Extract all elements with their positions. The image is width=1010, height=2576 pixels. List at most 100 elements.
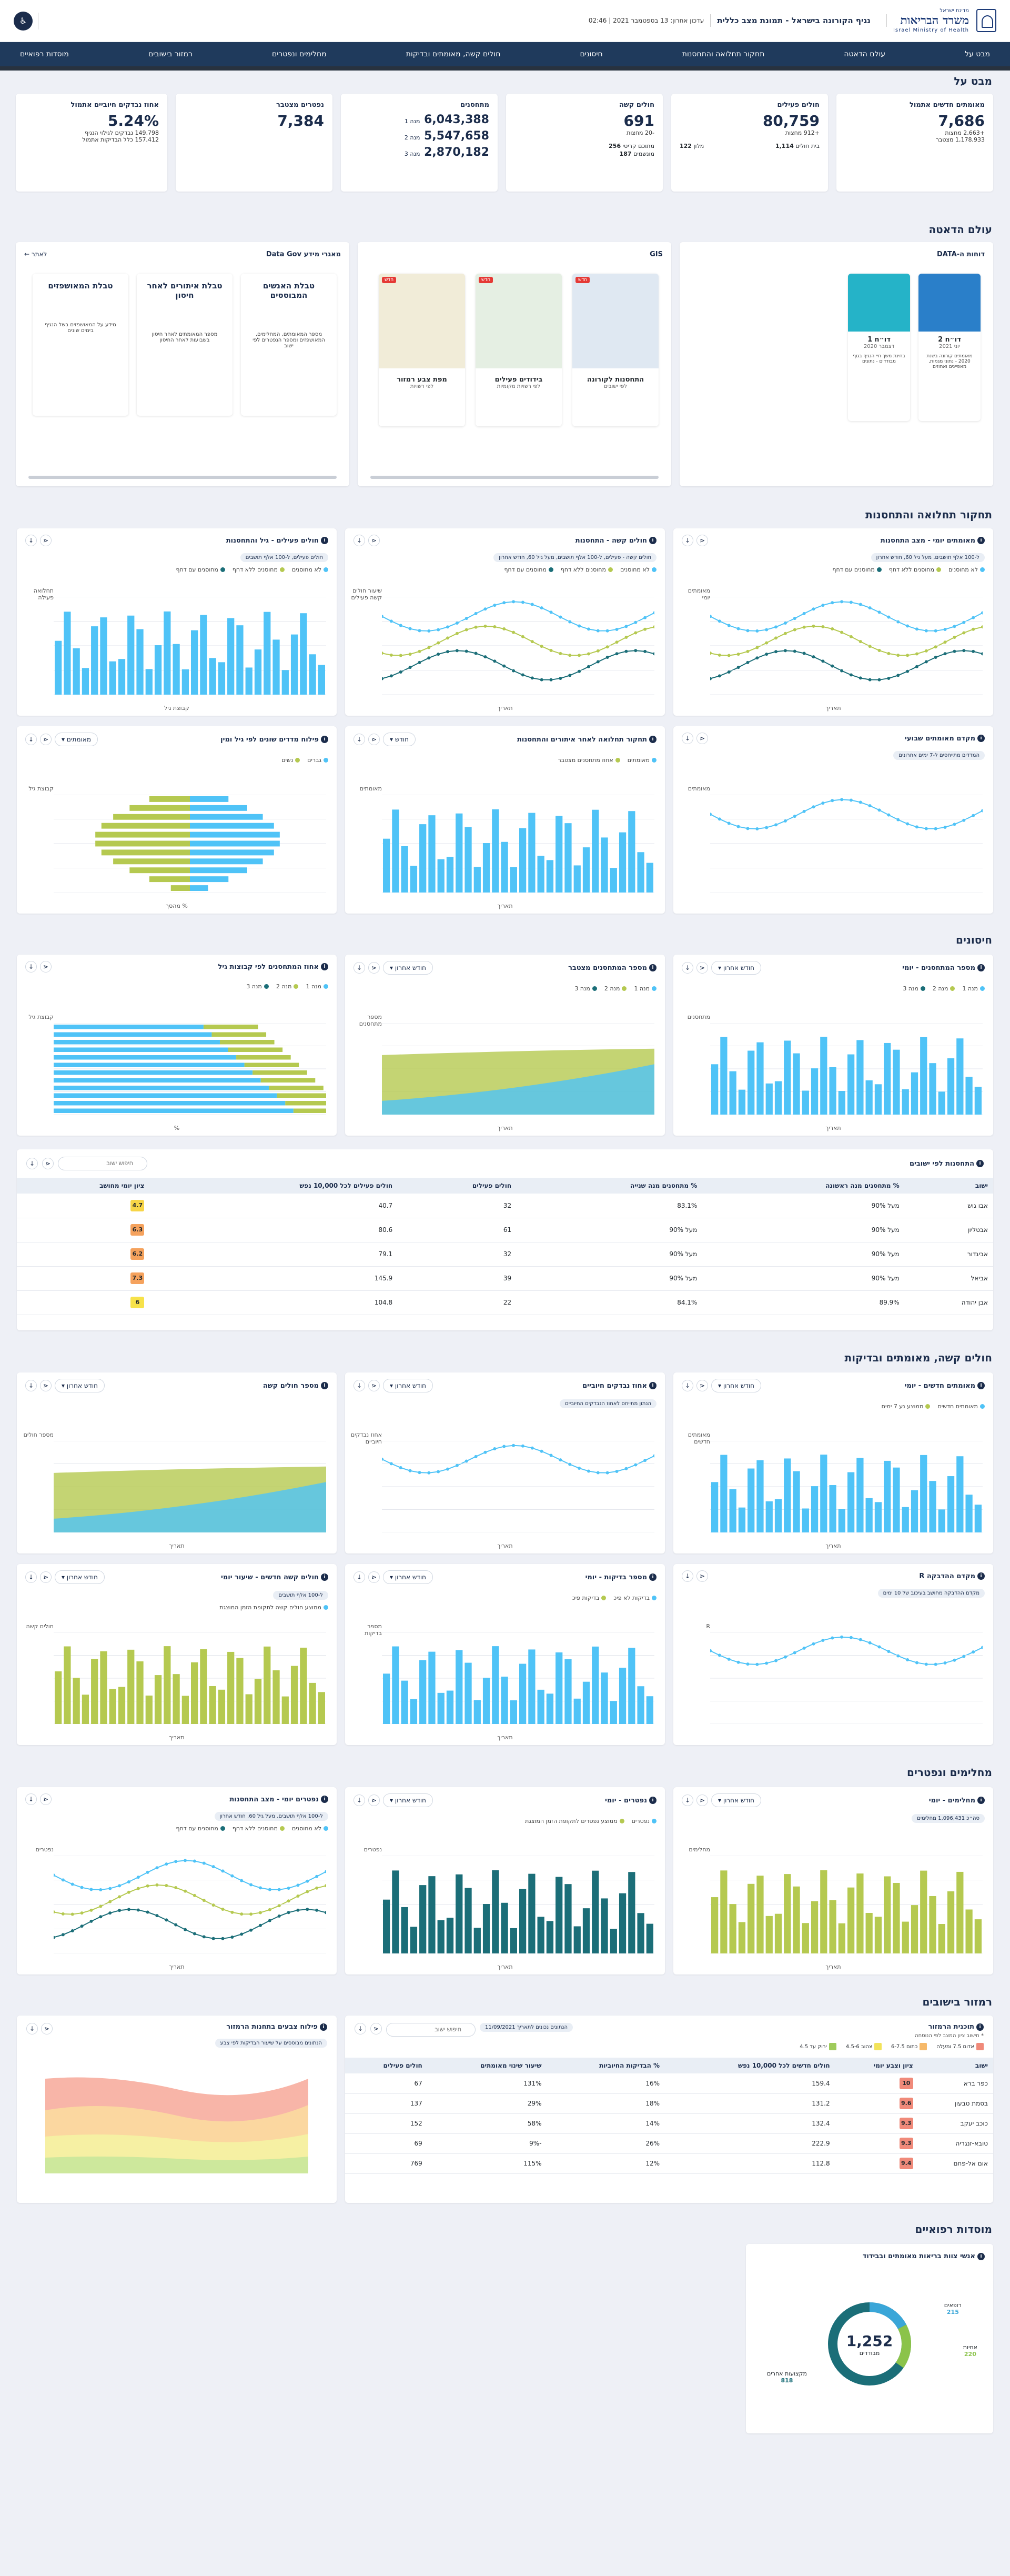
legend-item[interactable]: נפטרים [632, 1818, 656, 1825]
nav-morbidity[interactable]: תחקור תחלואה והתחסנות [682, 50, 765, 58]
download-icon[interactable]: ↓ [26, 2023, 38, 2034]
share-icon[interactable]: ⋖ [696, 535, 708, 546]
download-icon[interactable]: ↓ [25, 961, 37, 973]
share-icon[interactable]: ⋖ [696, 1570, 708, 1582]
table-row[interactable]: כפר ברא 10 159.4 16% 131% 67 [345, 2073, 993, 2094]
col-header[interactable]: ישוב [904, 1178, 993, 1194]
share-icon[interactable]: ⋖ [368, 535, 380, 546]
col-header[interactable]: חולים פעילים [345, 2058, 428, 2073]
kpi-vaccinated[interactable]: מתחסנים 6,043,388 מנה 1 5,547,658 מנה 2 … [341, 94, 498, 192]
gov-dataset-card[interactable]: טבלת המאושפזים מידע על המאושפזים בשל הנג… [33, 274, 128, 416]
table-row[interactable]: אבן יהודה 89.9% 84.1% 22 104.8 6 [17, 1290, 993, 1315]
legend-item[interactable]: מנה 3 [246, 983, 269, 990]
legend-item[interactable]: מחוסנים ללא דחף [233, 566, 285, 573]
share-icon[interactable]: ⋖ [40, 535, 52, 546]
ministry-brand[interactable]: מדינת ישראל משרד הבריאות Israel Ministry… [893, 8, 996, 33]
legend-item[interactable]: מנה 3 [574, 985, 597, 992]
info-icon[interactable]: i [977, 1382, 985, 1389]
info-icon[interactable]: i [649, 537, 656, 544]
download-icon[interactable]: ↓ [355, 2023, 366, 2034]
legend-item[interactable]: מחוסנים עם דחף [176, 1825, 225, 1832]
kpi-active[interactable]: חולים פעילים 80,759 +912 מחצות בית חולים… [671, 94, 828, 192]
period-dropdown[interactable]: חודש אחרון ▾ [383, 1570, 433, 1584]
period-dropdown[interactable]: מאומתים ▾ [55, 733, 98, 746]
legend-item[interactable]: מנה 1 [962, 985, 985, 992]
legend-item[interactable]: מנה 1 [306, 983, 328, 990]
nav-recovered[interactable]: מחלימים ונפטרים [271, 50, 327, 58]
legend-item[interactable]: גברים [307, 757, 328, 764]
table-row[interactable]: אבו גוש מעל 90% 83.1% 32 40.7 4.7 [17, 1194, 993, 1218]
share-icon[interactable]: ⋖ [42, 1158, 54, 1169]
gov-dataset-card[interactable]: טבלת האנשים המבוססים מספר המאומתים, המחל… [241, 274, 337, 416]
legend-item[interactable]: מנה 2 [933, 985, 955, 992]
nav-overview[interactable]: מבט על [965, 50, 990, 58]
info-icon[interactable]: i [321, 1796, 328, 1803]
download-icon[interactable]: ↓ [25, 734, 37, 745]
gis-map-card[interactable]: חדש בידודים פעילים לפי רשויות מקומיות [476, 274, 562, 426]
legend-item[interactable]: אחוז מתחסנים מצטבר [558, 757, 620, 764]
carousel-scrollbar[interactable] [28, 476, 337, 479]
info-icon[interactable]: i [649, 1573, 656, 1581]
download-icon[interactable]: ↓ [26, 1158, 38, 1169]
period-dropdown[interactable]: חודש ▾ [383, 733, 416, 746]
traffic-search-input[interactable] [386, 2023, 476, 2037]
share-icon[interactable]: ⋖ [368, 962, 380, 974]
share-icon[interactable]: ⋖ [696, 1795, 708, 1806]
nav-medical[interactable]: מוסדות רפואיים [20, 50, 69, 58]
legend-item[interactable]: מנה 3 [903, 985, 925, 992]
legend-item[interactable]: מחוסנים ללא דחף [561, 566, 613, 573]
legend-item[interactable]: לא מחוסנים [292, 1825, 328, 1832]
share-icon[interactable]: ⋖ [696, 962, 708, 974]
legend-item[interactable]: ממוצע חולים קשה לתקופת הזמן המוצגת [219, 1604, 328, 1611]
info-icon[interactable]: i [977, 1797, 985, 1804]
share-icon[interactable]: ⋖ [696, 733, 708, 744]
info-icon[interactable]: i [977, 2252, 985, 2260]
period-dropdown[interactable]: חודש אחרון ▾ [55, 1379, 105, 1392]
legend-item[interactable]: לא מחוסנים [948, 566, 985, 573]
legend-item[interactable]: ממוצע נע 7 ימים [882, 1403, 931, 1410]
share-icon[interactable]: ⋖ [40, 1571, 52, 1583]
city-search-input[interactable] [58, 1157, 147, 1170]
download-icon[interactable]: ↓ [354, 535, 365, 546]
info-icon[interactable]: i [321, 736, 328, 743]
period-dropdown[interactable]: חודש אחרון ▾ [711, 1379, 761, 1392]
download-icon[interactable]: ↓ [682, 962, 693, 974]
legend-item[interactable]: נשים [281, 757, 300, 764]
info-icon[interactable]: i [321, 963, 328, 970]
share-icon[interactable]: ⋖ [368, 1795, 380, 1806]
share-icon[interactable]: ⋖ [368, 734, 380, 745]
download-icon[interactable]: ↓ [25, 1571, 37, 1583]
col-header[interactable]: ציון יומי מחושב [17, 1178, 150, 1194]
kpi-positive-rate[interactable]: אחוז נבדקים חיוביים אתמול 5.24% 149,798 … [16, 94, 167, 192]
legend-item[interactable]: לא מחוסנים [620, 566, 656, 573]
info-icon[interactable]: i [649, 1797, 656, 1804]
col-header[interactable]: % מתחסנים מנה ראשונה [702, 1178, 905, 1194]
download-icon[interactable]: ↓ [682, 1380, 693, 1391]
gis-map-card[interactable]: חדש התחסנות לקורונה לפי ישובים [572, 274, 659, 426]
info-icon[interactable]: i [977, 1572, 985, 1580]
table-row[interactable]: כוכב יעקב 9.3 132.4 14% 58% 152 [345, 2113, 993, 2134]
legend-item[interactable]: מחוסנים עם דחף [176, 566, 225, 573]
table-row[interactable]: אבטליון מעל 90% מעל 90% 61 80.6 6.3 [17, 1218, 993, 1242]
nav-severe[interactable]: חולים קשה, מאומתים ובדיקות [406, 50, 501, 58]
table-row[interactable]: טובא-זנגריה 9.3 222.9 26% -9% 69 [345, 2133, 993, 2154]
download-icon[interactable]: ↓ [25, 1793, 37, 1805]
kpi-severe[interactable]: חולים קשה 691 -20 מחצות מתוכם קריטי 256 … [506, 94, 663, 192]
period-dropdown[interactable]: חודש אחרון ▾ [383, 1793, 433, 1807]
info-icon[interactable]: i [321, 1382, 328, 1389]
info-icon[interactable]: i [320, 2023, 327, 2031]
info-icon[interactable]: i [321, 1573, 328, 1581]
legend-item[interactable]: בדיקות פיכ [572, 1595, 607, 1601]
period-dropdown[interactable]: חודש אחרון ▾ [711, 961, 761, 975]
info-icon[interactable]: i [649, 1382, 656, 1389]
legend-item[interactable]: מנה 2 [604, 985, 627, 992]
col-header[interactable]: ישוב [918, 2058, 993, 2073]
download-icon[interactable]: ↓ [682, 1795, 693, 1806]
gov-more-link[interactable]: לאתר ← [24, 250, 47, 258]
nav-data-world[interactable]: עולם הדאטה [844, 50, 886, 58]
report-card[interactable]: דו״ח 2 יוני 2021 מאומתים קורונה בשנת 202… [918, 274, 981, 421]
gov-dataset-card[interactable]: טבלת איתורים לאחר חיסון מספר המאומתים לא… [137, 274, 233, 416]
info-icon[interactable]: i [977, 735, 985, 742]
legend-item[interactable]: מחוסנים עם דחף [833, 566, 882, 573]
col-header[interactable]: % מתחסנים מנה שנייה [517, 1178, 703, 1194]
